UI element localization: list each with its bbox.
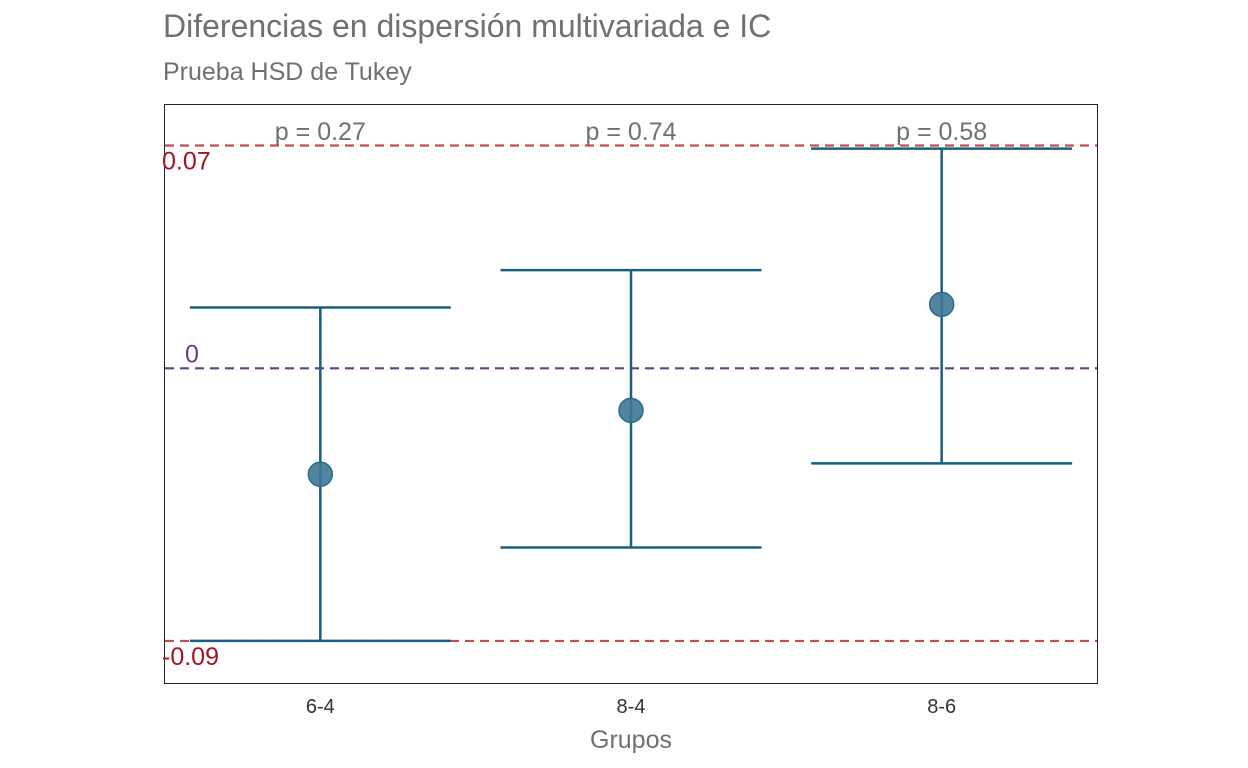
reference-line-label-0: 0.07 — [162, 148, 211, 176]
reference-line-label-1: 0 — [185, 340, 199, 368]
chart-subtitle: Prueba HSD de Tukey — [163, 58, 412, 86]
x-axis-label: Grupos — [590, 726, 672, 754]
x-tick-label-8-4: 8-4 — [617, 696, 646, 718]
p-value-label-8-4: p = 0.74 — [585, 118, 676, 146]
mean-difference-point-6-4 — [307, 461, 334, 487]
p-value-label-8-6: p = 0.58 — [896, 118, 987, 146]
p-value-label-6-4: p = 0.27 — [275, 118, 366, 146]
plot-border — [164, 104, 1098, 684]
mean-difference-point-8-4 — [618, 397, 644, 424]
x-tick-label-8-6: 8-6 — [927, 696, 956, 718]
reference-line-label-2: -0.09 — [162, 643, 219, 671]
mean-difference-point-8-6 — [928, 291, 955, 318]
x-tick-label-6-4: 6-4 — [306, 696, 335, 718]
chart-title: Diferencias en dispersión multivariada e… — [163, 8, 772, 44]
